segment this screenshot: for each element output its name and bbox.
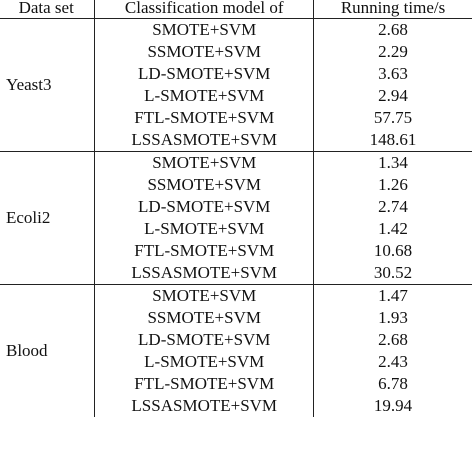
running-time-cell: 30.52 bbox=[373, 263, 413, 282]
model-cell: SSMOTE+SVM bbox=[94, 41, 315, 63]
running-time-cell: 3.63 bbox=[378, 64, 408, 83]
table-row: Blood SMOTE+SVM 1.47 bbox=[0, 284, 472, 417]
table-row: SSMOTE+SVM 1.93 bbox=[0, 307, 472, 329]
running-time-cell: 1.42 bbox=[378, 219, 408, 238]
table-row: L-SMOTE+SVM 2.94 bbox=[0, 85, 472, 107]
table-row: SSMOTE+SVM 2.29 bbox=[0, 41, 472, 63]
table-row: LD-SMOTE+SVM 2.74 bbox=[0, 196, 472, 218]
running-time-cell: 2.74 bbox=[378, 197, 408, 216]
model-cell: SMOTE+SVM bbox=[94, 18, 315, 41]
table-header: Data set Classification model of Running… bbox=[0, 0, 472, 19]
dataset-name-cell: Yeast3 bbox=[0, 18, 96, 152]
model-cell: SSMOTE+SVM bbox=[94, 174, 315, 196]
running-time-cell: 19.94 bbox=[373, 396, 413, 415]
running-time-cell: 10.68 bbox=[373, 241, 413, 260]
running-time-cell: 2.68 bbox=[378, 330, 408, 349]
table-row: L-SMOTE+SVM 2.43 bbox=[0, 351, 472, 373]
model-cell: L-SMOTE+SVM bbox=[94, 85, 315, 107]
dataset-group: Yeast3 SMOTE+SVM 2.68 SSMOTE+SVM 2.29 LD-SMOT… bbox=[0, 18, 472, 152]
dataset-group: Ecoli2 SMOTE+SVM 1.34 SSMOTE+SVM 1.26 LD-SMOT… bbox=[0, 151, 472, 285]
model-cell: SSMOTE+SVM bbox=[94, 307, 315, 329]
running-time-cell: 148.61 bbox=[369, 130, 417, 149]
running-time-cell: 2.43 bbox=[378, 352, 408, 371]
running-time-cell: 57.75 bbox=[373, 108, 413, 127]
table-row: LSSASMOTE+SVM 30.52 bbox=[0, 262, 472, 285]
dataset-name-cell: Blood bbox=[0, 284, 96, 417]
model-cell: LSSASMOTE+SVM bbox=[94, 395, 315, 417]
model-cell: L-SMOTE+SVM bbox=[94, 351, 315, 373]
table-row: FTL-SMOTE+SVM 57.75 bbox=[0, 107, 472, 129]
table-row: LSSASMOTE+SVM 19.94 bbox=[0, 395, 472, 417]
table-row: FTL-SMOTE+SVM 6.78 bbox=[0, 373, 472, 395]
results-table: Data set Classification model of Running… bbox=[0, 0, 472, 417]
model-cell: FTL-SMOTE+SVM bbox=[94, 373, 315, 395]
model-cell: LD-SMOTE+SVM bbox=[94, 63, 315, 85]
model-cell: FTL-SMOTE+SVM bbox=[94, 107, 315, 129]
header-time: Running time/s bbox=[340, 0, 446, 17]
model-cell: LD-SMOTE+SVM bbox=[94, 329, 315, 351]
running-time-cell: 2.68 bbox=[378, 20, 408, 39]
header-model: Classification model of bbox=[94, 0, 315, 19]
dataset-group: Blood SMOTE+SVM 1.47 SSMOTE+SVM 1.93 LD-SMOTE… bbox=[0, 284, 472, 417]
running-time-cell: 2.94 bbox=[378, 86, 408, 105]
running-time-cell: 2.29 bbox=[378, 42, 408, 61]
model-cell: SMOTE+SVM bbox=[94, 151, 315, 174]
table-row: SSMOTE+SVM 1.26 bbox=[0, 174, 472, 196]
model-cell: LSSASMOTE+SVM bbox=[94, 262, 315, 285]
model-cell: L-SMOTE+SVM bbox=[94, 218, 315, 240]
table-row: LSSASMOTE+SVM 148.61 bbox=[0, 129, 472, 152]
running-time-cell: 1.93 bbox=[378, 308, 408, 327]
table-row: LD-SMOTE+SVM 3.63 bbox=[0, 63, 472, 85]
model-cell: LD-SMOTE+SVM bbox=[94, 196, 315, 218]
table-row: LD-SMOTE+SVM 2.68 bbox=[0, 329, 472, 351]
running-time-cell: 1.34 bbox=[313, 151, 472, 174]
table-row: Ecoli2 SMOTE+SVM 1.34 bbox=[0, 151, 472, 285]
header-row: Data set Classification model of Running… bbox=[0, 0, 472, 19]
model-cell: FTL-SMOTE+SVM bbox=[94, 240, 315, 262]
model-cell: SMOTE+SVM bbox=[94, 284, 315, 307]
running-time-cell: 6.78 bbox=[378, 374, 408, 393]
table-row: Yeast3 SMOTE+SVM 2.68 bbox=[0, 18, 472, 152]
header-dataset: Data set bbox=[0, 0, 96, 19]
model-cell: LSSASMOTE+SVM bbox=[94, 129, 315, 152]
table-row: L-SMOTE+SVM 1.42 bbox=[0, 218, 472, 240]
dataset-name-cell: Ecoli2 bbox=[0, 151, 96, 285]
running-time-cell: 1.47 bbox=[313, 284, 472, 307]
running-time-cell: 1.26 bbox=[378, 175, 408, 194]
table-row: FTL-SMOTE+SVM 10.68 bbox=[0, 240, 472, 262]
